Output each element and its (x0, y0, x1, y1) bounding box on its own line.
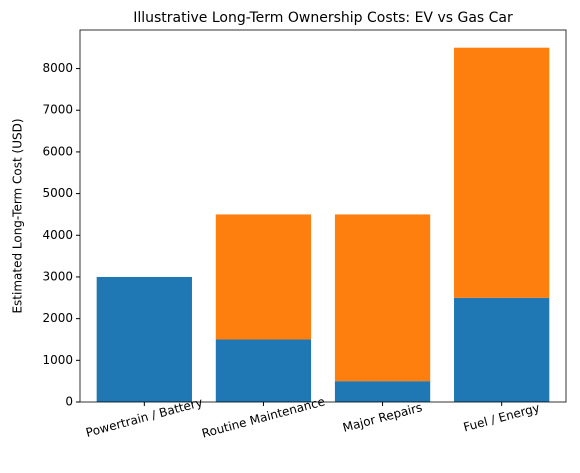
chart-title: Illustrative Long-Term Ownership Costs: … (133, 10, 513, 26)
plot-frame (79, 29, 567, 403)
y-axis-label: Estimated Long-Term Cost (USD) (11, 118, 25, 313)
bar (334, 381, 431, 402)
bar (334, 214, 431, 382)
bar (96, 276, 192, 402)
y-tick-label: 7000 (42, 103, 73, 117)
bar (215, 214, 312, 340)
y-tick-label: 1000 (42, 353, 73, 367)
y-tick-label: 3000 (42, 269, 73, 283)
bar (215, 339, 312, 402)
bar (454, 297, 550, 402)
y-tick-label: 8000 (42, 61, 73, 75)
y-tick-label: 2000 (42, 311, 73, 325)
y-tick-label: 6000 (42, 144, 73, 158)
y-tick-label: 0 (65, 395, 73, 409)
y-tick-label: 5000 (42, 186, 73, 200)
y-tick-label: 4000 (42, 228, 73, 242)
bar (454, 47, 550, 298)
